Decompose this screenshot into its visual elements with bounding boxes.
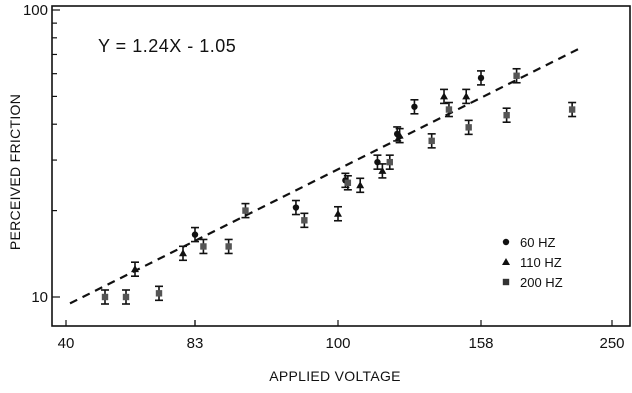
marker-triangle — [131, 265, 139, 273]
data-point — [356, 177, 365, 194]
marker-square — [428, 137, 435, 145]
marker-square — [242, 207, 249, 214]
marker-square — [568, 106, 576, 113]
marker-square — [122, 293, 130, 301]
data-point — [334, 205, 342, 222]
marker-circle — [477, 74, 485, 82]
data-point — [122, 289, 130, 305]
legend-label: 60 HZ — [520, 235, 555, 250]
legend-entry: 200 HZ — [502, 275, 563, 290]
marker-square — [503, 111, 510, 119]
data-point — [512, 67, 521, 84]
marker-triangle — [356, 181, 365, 189]
marker-square — [155, 290, 163, 297]
data-point — [224, 238, 233, 255]
data-point — [131, 261, 139, 277]
data-point — [385, 154, 394, 170]
x-axis-title: APPLIED VOLTAGE — [269, 368, 401, 384]
plot-frame — [51, 5, 631, 327]
regression-equation: Y = 1.24X - 1.05 — [98, 36, 236, 56]
marker-circle — [191, 231, 199, 238]
data-point — [462, 88, 471, 105]
data-point — [568, 101, 577, 118]
marker-square — [200, 243, 207, 250]
data-point — [300, 212, 309, 229]
marker-square — [386, 158, 393, 166]
x-tick-label: 158 — [468, 335, 493, 352]
data-point — [378, 163, 387, 179]
data-point — [395, 127, 404, 144]
data-point — [410, 98, 419, 115]
data-points — [101, 67, 577, 305]
marker-square — [513, 72, 520, 79]
legend-marker-circle — [502, 238, 510, 246]
axes — [51, 5, 631, 327]
data-point — [440, 88, 449, 105]
marker-triangle — [440, 92, 449, 100]
trendline — [69, 48, 579, 305]
marker-triangle — [334, 209, 342, 217]
x-tick-label: 100 — [325, 335, 350, 352]
axis-ticks: 40 83 100 158 250 10 100 — [23, 2, 625, 352]
data-point — [444, 101, 453, 118]
marker-triangle — [378, 166, 387, 174]
marker-triangle — [395, 131, 404, 139]
data-point — [427, 133, 436, 149]
data-point — [155, 285, 163, 302]
marker-circle — [292, 204, 300, 211]
y-tick-label: 100 — [23, 2, 48, 19]
legend-marker-triangle — [502, 258, 510, 265]
legend: 60 HZ 110 HZ 200 HZ — [502, 235, 563, 290]
data-point — [199, 238, 208, 255]
data-point — [191, 226, 199, 243]
y-axis-title: PERCEIVED FRICTION — [7, 94, 23, 250]
legend-label: 200 HZ — [520, 275, 563, 290]
marker-square — [301, 217, 308, 224]
data-point — [291, 199, 300, 216]
marker-triangle — [179, 249, 187, 257]
data-point — [241, 202, 250, 219]
y-tick-label: 10 — [31, 289, 48, 306]
data-point — [464, 119, 473, 136]
trendline-layer — [69, 48, 579, 305]
data-point — [101, 289, 109, 305]
data-point — [477, 70, 485, 86]
marker-triangle — [462, 92, 471, 100]
marker-square — [445, 106, 453, 113]
data-point — [373, 154, 382, 170]
marker-circle — [411, 103, 418, 110]
x-tick-label: 250 — [599, 335, 624, 352]
legend-marker-square — [502, 278, 510, 286]
marker-square — [225, 243, 232, 250]
marker-square — [101, 293, 109, 301]
legend-label: 110 HZ — [520, 255, 562, 270]
x-tick-label: 83 — [187, 335, 204, 352]
data-point — [343, 174, 352, 191]
legend-entry: 60 HZ — [502, 235, 555, 250]
marker-square — [465, 124, 472, 131]
marker-square — [344, 179, 352, 186]
data-point — [502, 107, 511, 123]
x-tick-label: 40 — [58, 335, 75, 352]
data-point — [179, 245, 187, 262]
legend-entry: 110 HZ — [502, 255, 562, 270]
